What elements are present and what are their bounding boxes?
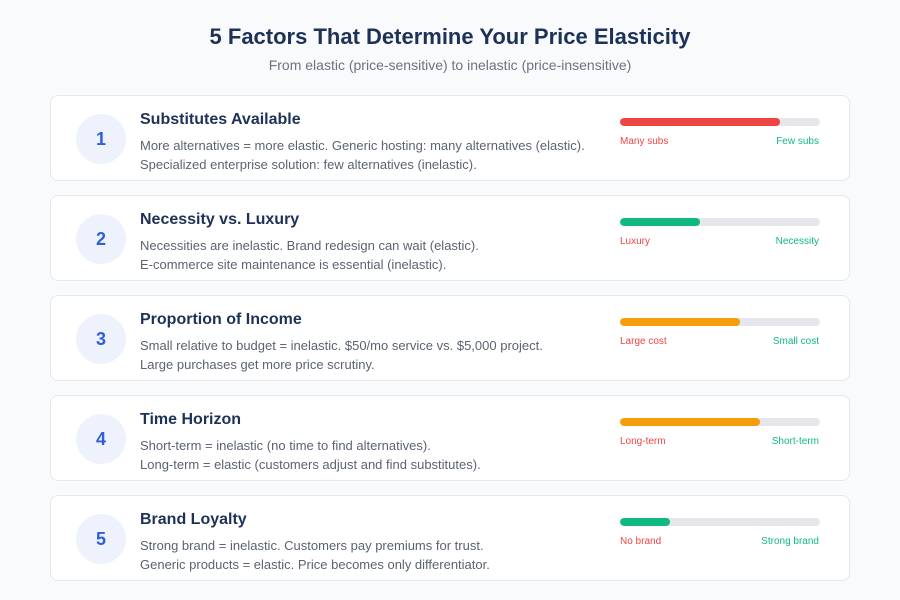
- elasticity-bar-fill: [620, 118, 780, 126]
- bar-label-right: Small cost: [772, 336, 819, 347]
- factor-description-line: Necessities are inelastic. Brand redesig…: [140, 238, 479, 253]
- factor-number-badge: 2: [76, 214, 126, 264]
- factor-card: 3 Proportion of Income Small relative to…: [50, 295, 850, 381]
- page-title: 5 Factors That Determine Your Price Elas…: [209, 24, 691, 49]
- factor-description-line: Strong brand = inelastic. Customers pay …: [140, 538, 484, 553]
- elasticity-bar-track: [620, 418, 820, 426]
- factor-card: 2 Necessity vs. Luxury Necessities are i…: [50, 195, 850, 281]
- factor-title: Substitutes Available: [140, 111, 301, 128]
- factor-description-line: More alternatives = more elastic. Generi…: [140, 138, 585, 153]
- page-subtitle: From elastic (price-sensitive) to inelas…: [268, 57, 632, 73]
- factor-description-line: Small relative to budget = inelastic. $5…: [140, 338, 543, 353]
- factor-description: Strong brand = inelastic. Customers pay …: [140, 536, 610, 574]
- factor-card: 4 Time Horizon Short-term = inelastic (n…: [50, 395, 850, 481]
- bar-label-right: Strong brand: [761, 536, 819, 547]
- factor-description: More alternatives = more elastic. Generi…: [140, 136, 610, 174]
- factor-number-badge: 4: [76, 414, 126, 464]
- factor-description: Short-term = inelastic (no time to find …: [140, 436, 610, 474]
- bar-label-left: Luxury: [620, 236, 651, 247]
- factor-card: 1 Substitutes Available More alternative…: [50, 95, 850, 181]
- bar-label-right: Necessity: [775, 236, 819, 247]
- bar-label-left: Many subs: [620, 136, 669, 147]
- factor-description: Small relative to budget = inelastic. $5…: [140, 336, 610, 374]
- factor-description-line: Large purchases get more price scrutiny.: [140, 357, 375, 372]
- elasticity-bar-track: [620, 118, 820, 126]
- factor-description-line: E-commerce site maintenance is essential…: [140, 257, 447, 272]
- elasticity-bar-fill: [620, 218, 700, 226]
- elasticity-bar-track: [620, 218, 820, 226]
- factor-title: Brand Loyalty: [140, 511, 247, 528]
- bar-label-right: Few subs: [776, 136, 819, 147]
- elasticity-bar-fill: [620, 318, 740, 326]
- bar-label-left: No brand: [620, 536, 662, 547]
- factor-description-line: Specialized enterprise solution: few alt…: [140, 157, 477, 172]
- factor-number-badge: 3: [76, 314, 126, 364]
- elasticity-bar-fill: [620, 418, 760, 426]
- factor-title: Necessity vs. Luxury: [140, 211, 300, 228]
- factor-description: Necessities are inelastic. Brand redesig…: [140, 236, 610, 274]
- elasticity-bar-track: [620, 518, 820, 526]
- elasticity-bar-track: [620, 318, 820, 326]
- factor-description-line: Long-term = elastic (customers adjust an…: [140, 457, 481, 472]
- bar-label-right: Short-term: [771, 436, 819, 447]
- factor-number-badge: 1: [76, 114, 126, 164]
- factor-number-badge: 5: [76, 514, 126, 564]
- factor-title: Time Horizon: [140, 411, 242, 428]
- bar-label-left: Large cost: [620, 336, 667, 347]
- elasticity-bar-fill: [620, 518, 670, 526]
- factor-card: 5 Brand Loyalty Strong brand = inelastic…: [50, 495, 850, 581]
- factor-title: Proportion of Income: [140, 311, 302, 328]
- bar-label-left: Long-term: [620, 436, 666, 447]
- factor-description-line: Generic products = elastic. Price become…: [140, 557, 490, 572]
- factor-description-line: Short-term = inelastic (no time to find …: [140, 438, 431, 453]
